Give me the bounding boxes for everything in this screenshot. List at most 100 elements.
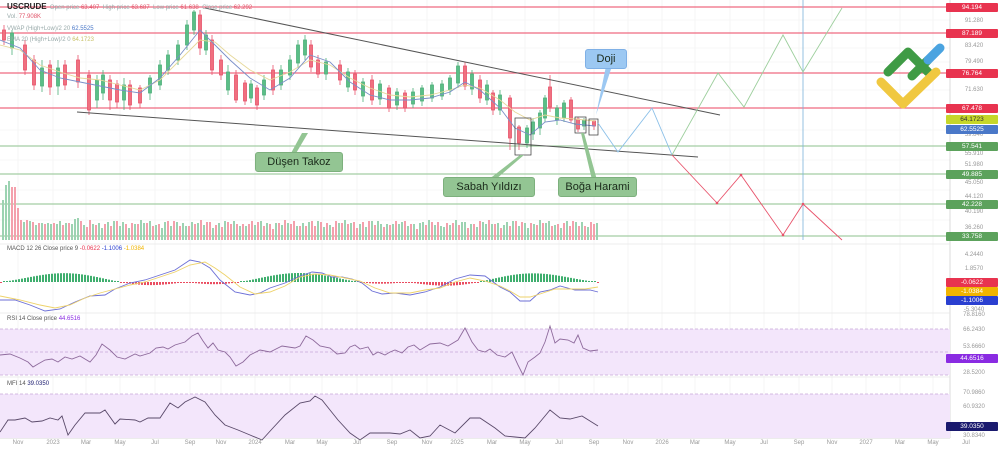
- brand-logo-icon: [876, 43, 945, 109]
- time-tick: Jul: [151, 440, 159, 446]
- macd-line-label: -1.1006: [946, 296, 998, 305]
- ohlc-legend: USCRUDE Open price 63.407 High price 63.…: [7, 2, 253, 12]
- macd-histogram: [0, 273, 599, 286]
- wedge-lower-line: [76, 111, 699, 158]
- macd-hist-label: -0.0622: [946, 278, 998, 287]
- macd-signal-label: -1.0384: [946, 287, 998, 296]
- time-tick: Nov: [215, 440, 227, 446]
- mfi-band: [0, 394, 950, 438]
- support-label: 49.885: [946, 170, 998, 179]
- time-tick: May: [114, 440, 126, 446]
- rsi-tick: 53.6660: [963, 344, 985, 350]
- time-tick: Mar: [486, 440, 498, 446]
- doji-box: [588, 118, 599, 136]
- price-tick: 59.840: [964, 132, 984, 138]
- volume-bars-repeat: [89, 220, 598, 240]
- doji-label: Doji: [585, 49, 627, 69]
- time-tick: 2026: [655, 440, 669, 446]
- rsi-legend: RSI 14 Close price 44.6516: [7, 316, 81, 322]
- support-label: 33.758: [946, 232, 998, 241]
- price-tick: 44.120: [964, 194, 984, 200]
- falling-wedge-label: Düşen Takoz: [255, 152, 343, 172]
- rsi-line: [0, 324, 599, 377]
- time-tick: Jul: [962, 440, 970, 446]
- time-tick: Mar: [284, 440, 296, 446]
- time-tick: 2024: [248, 440, 262, 446]
- mfi-label: 39.0350: [946, 422, 998, 431]
- morning-star-pointer: [488, 155, 524, 180]
- macd-legend: MACD 12 26 Close price 9 -0.0622 -1.1006…: [7, 246, 145, 252]
- mfi-line: [0, 395, 599, 441]
- open-value: 63.407: [80, 5, 100, 11]
- low-value: 61.638: [180, 5, 199, 11]
- volume-value: 77.908K: [18, 14, 42, 20]
- price-tick: 45.050: [964, 180, 984, 186]
- bearish-scenario-points: [715, 173, 805, 237]
- macd-line: [0, 259, 599, 312]
- rsi-label: 44.6516: [946, 354, 998, 363]
- doji-pointer: [596, 66, 612, 115]
- mfi-tick: 60.9320: [963, 404, 985, 410]
- mfi-tick: 30.8340: [963, 433, 985, 439]
- base-scenario-path: [597, 107, 673, 156]
- time-tick: May: [316, 440, 328, 446]
- support-label: 57.541: [946, 142, 998, 151]
- support-label: 42.228: [946, 200, 998, 209]
- ema-line: [0, 39, 596, 122]
- price-tick: 36.260: [964, 225, 984, 231]
- time-tick: Sep: [184, 440, 196, 446]
- rsi-tick: 66.2430: [963, 327, 985, 333]
- high-value: 63.687: [131, 5, 150, 11]
- mfi-value: 39.0350: [27, 381, 50, 387]
- candles: [2, 10, 596, 150]
- time-tick: May: [519, 440, 531, 446]
- macd-tick: 1.8570: [964, 266, 984, 272]
- bullish-harami-pointer: [581, 133, 597, 180]
- time-tick: Sep: [386, 440, 398, 446]
- time-tick: May: [724, 440, 736, 446]
- time-tick: Jul: [760, 440, 768, 446]
- time-tick: Nov: [421, 440, 433, 446]
- wedge-upper-line: [204, 7, 721, 116]
- rsi-tick: 78.8160: [963, 312, 985, 318]
- close-value: 62.292: [233, 5, 253, 11]
- bullish-harami-label: Boğa Harami: [558, 177, 637, 197]
- time-tick: Mar: [894, 440, 906, 446]
- ema-value: 64.1723: [72, 37, 94, 43]
- time-tick: Mar: [689, 440, 701, 446]
- price-tick: 40.190: [964, 209, 984, 215]
- time-tick: Jul: [353, 440, 361, 446]
- bearish-scenario-path: [671, 154, 843, 241]
- time-tick: Sep: [588, 440, 600, 446]
- vwap-value: 62.5525: [71, 26, 94, 32]
- time-tick: Sep: [793, 440, 805, 446]
- volume-legend: Vol. 77.908K: [7, 14, 42, 20]
- rsi-value: 44.6516: [58, 316, 81, 322]
- price-tick: 83.420: [964, 43, 984, 49]
- resistance-label: 87.189: [946, 29, 998, 38]
- price-tick: 71.630: [964, 87, 984, 93]
- resistance-lines: [0, 6, 950, 109]
- time-tick: 2025: [450, 440, 464, 446]
- falling-wedge-pointer: [290, 133, 308, 155]
- price-tick: 55.910: [964, 151, 984, 157]
- price-tick: 51.980: [964, 162, 984, 168]
- mfi-tick: 70.9860: [963, 390, 985, 396]
- resistance-label: 76.764: [946, 69, 998, 78]
- macd-hist-value: -0.0622: [79, 246, 101, 252]
- resistance-label: 67.478: [946, 104, 998, 113]
- ema-legend: EMA 20 (High+Low)/2 0 64.1723: [7, 37, 94, 43]
- time-tick: Mar: [80, 440, 92, 446]
- vwap-legend: VWAP (High+Low)/2 20 62.5525: [7, 26, 94, 32]
- time-tick: 2027: [859, 440, 873, 446]
- time-tick: Jul: [555, 440, 563, 446]
- mfi-legend: MFI 14 39.0350: [7, 381, 50, 387]
- macd-tick: 4.2440: [964, 252, 984, 258]
- rsi-tick: 28.5200: [963, 370, 985, 376]
- vwap-line: [0, 29, 596, 136]
- resistance-label: 94.194: [946, 3, 998, 12]
- macd-tick: -5.3040: [963, 307, 985, 313]
- bullish-harami-box: [574, 116, 587, 134]
- vwap-price-label: 62.5525: [946, 125, 998, 134]
